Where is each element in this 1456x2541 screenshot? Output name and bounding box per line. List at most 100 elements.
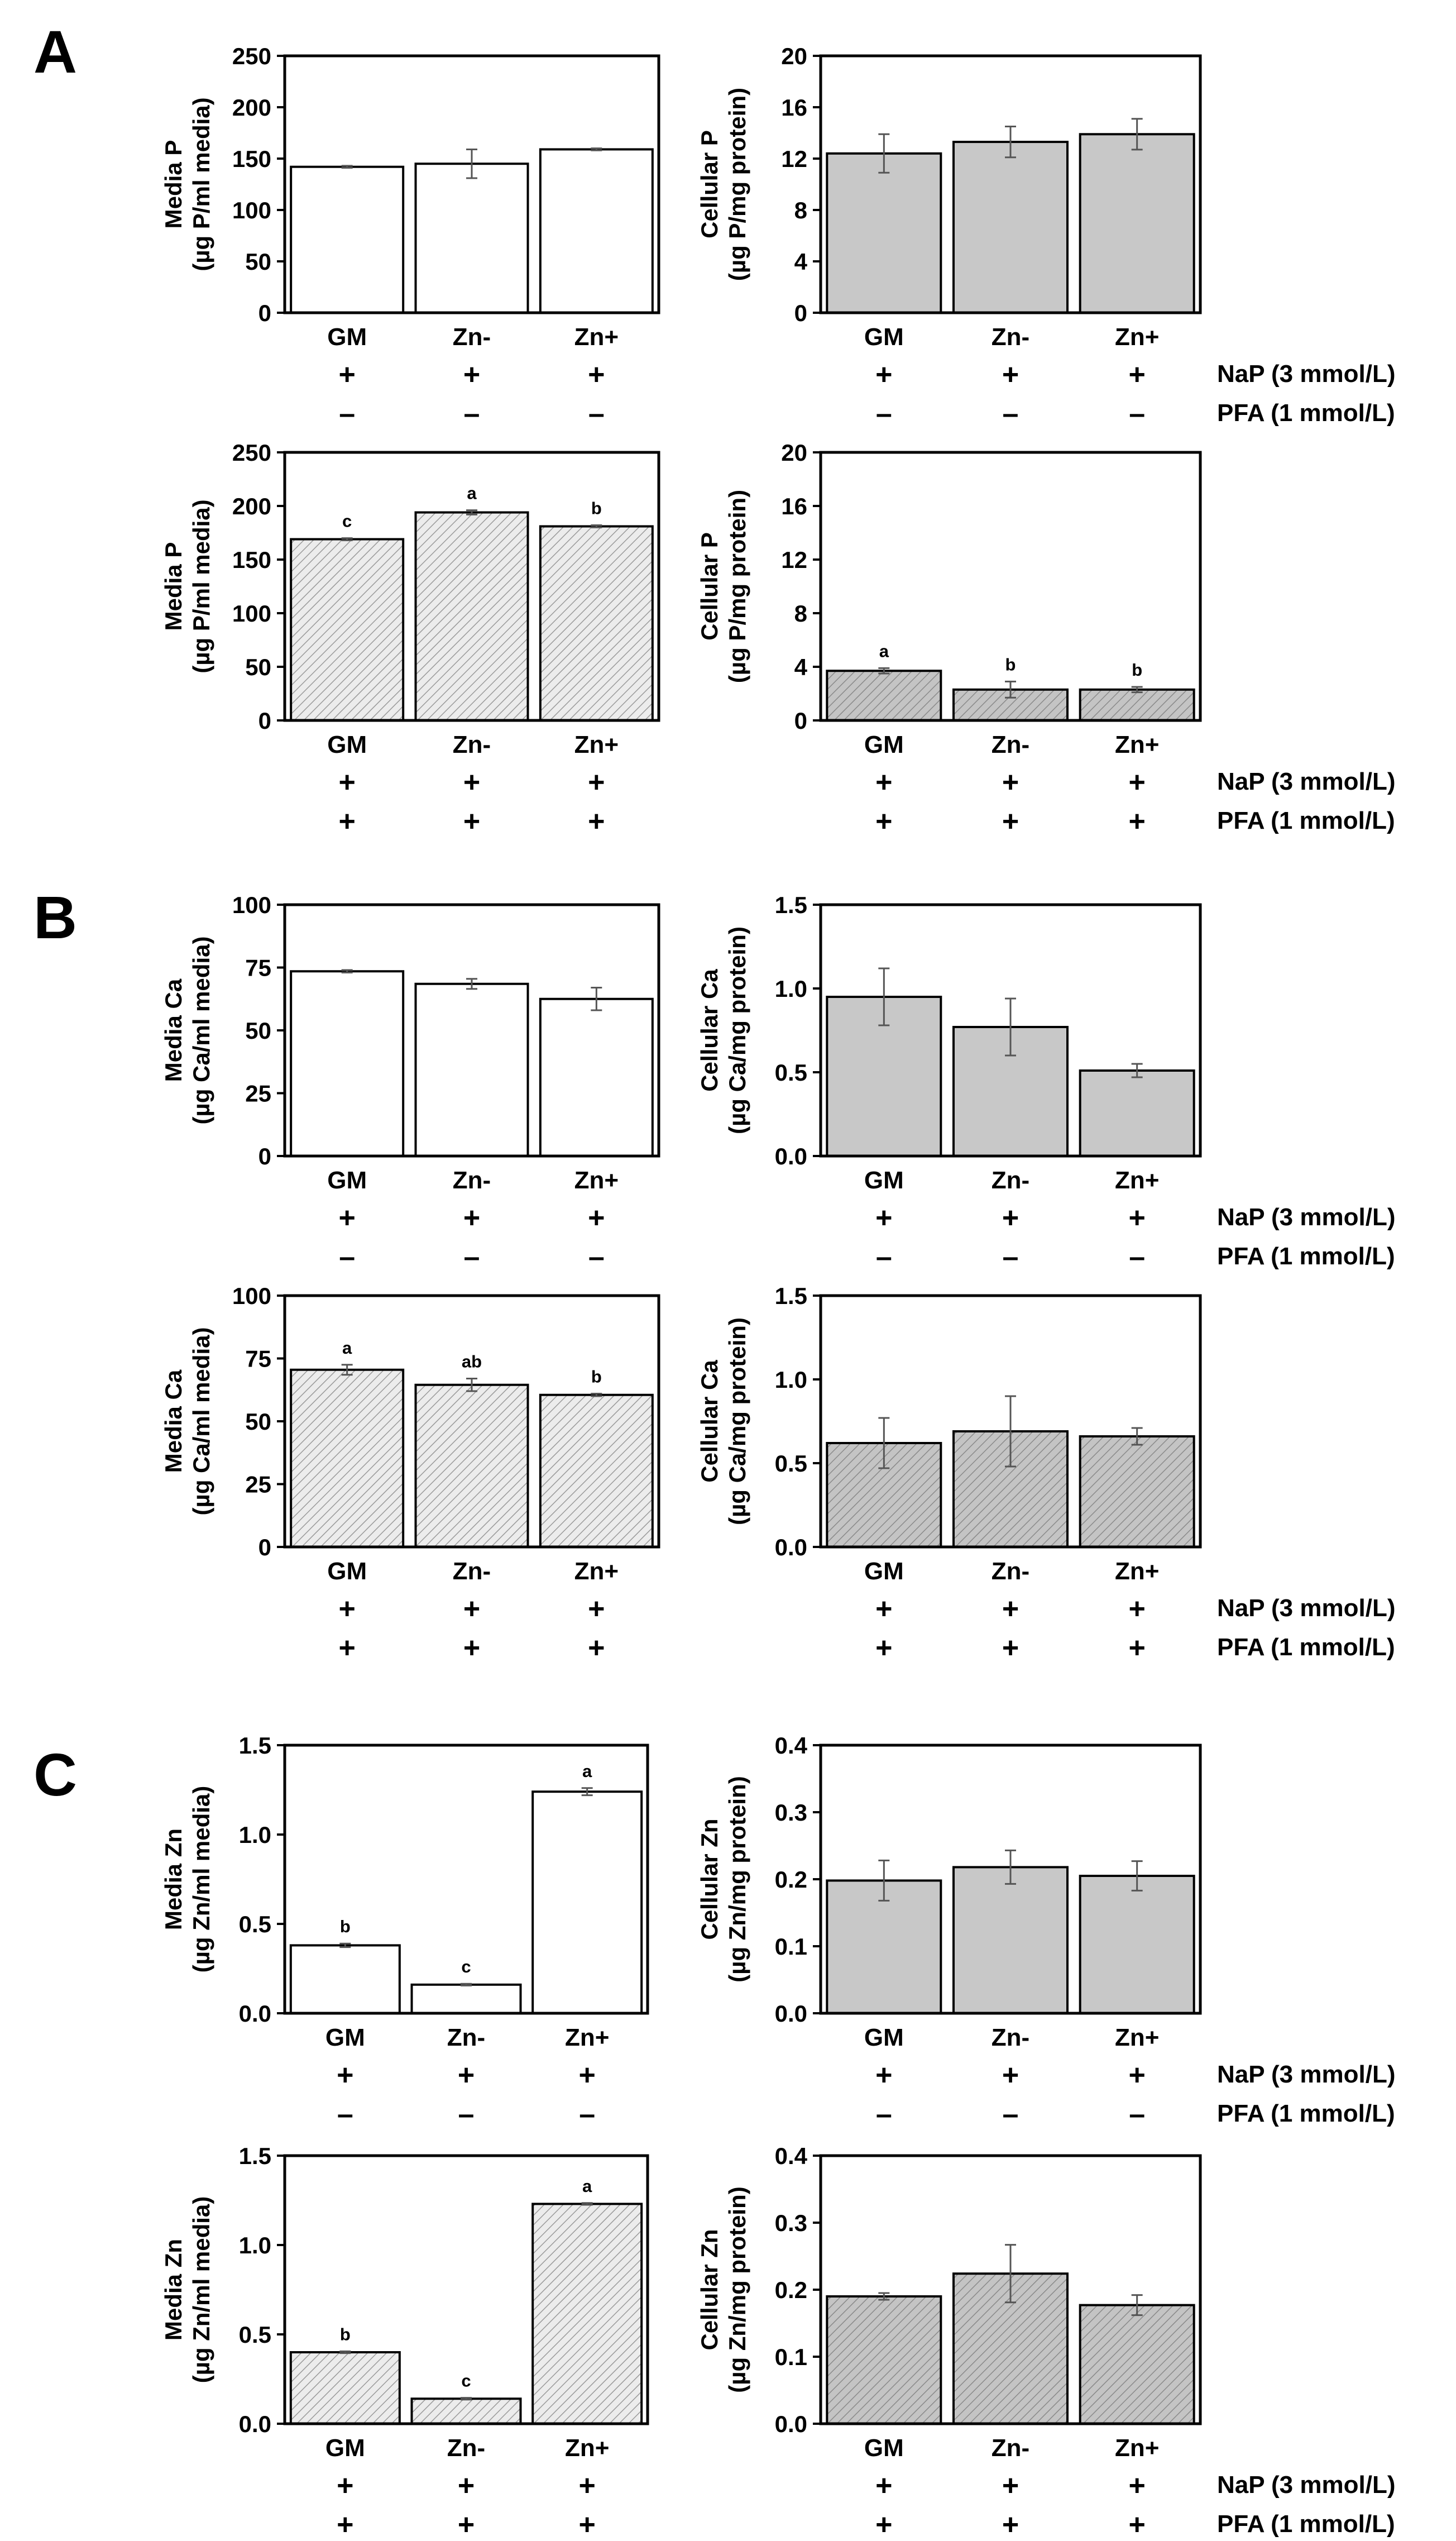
bar-znminus [952,141,1069,314]
chart-B-media-PFA: 0 25 50 75 100 Media Ca(µg Ca/ml media) a GM + + a… [160,1283,660,1664]
y-tick-label: 0.5 [775,1450,807,1477]
pfa-symbol: – [876,1241,892,1273]
bar-znminus [414,982,529,1157]
x-category-label: GM [325,2024,365,2051]
y-axis-label: Cellular Ca(µg Ca/mg protein) [696,926,750,1134]
bar-znplus [539,1393,654,1548]
y-axis-label-line: (µg Zn/mg protein) [724,2186,750,2392]
significance-letter: c [461,1957,471,1976]
x-category-label: GM [325,2434,365,2462]
plot-frame [283,54,660,314]
x-category-label: Zn+ [574,1558,619,1585]
pfa-symbol: + [875,805,892,838]
y-tick-label: 0 [258,708,271,734]
pfa-symbol: + [588,805,605,838]
significance-letter: b [591,499,602,518]
pfa-symbol: – [588,398,605,430]
pfa-symbol: – [464,398,480,430]
x-category-label: Zn+ [1115,731,1159,758]
y-tick-label: 16 [781,94,807,121]
y-tick-label: 0.5 [775,1059,807,1086]
bar-znplus [1079,1069,1195,1157]
significance-letter: c [342,512,352,531]
condition-label-pfa: PFA (1 mmol/L) [1217,399,1395,427]
y-axis-label-line: Media Ca [160,978,186,1082]
panel-label-c: C [33,1741,77,1808]
pfa-symbol: – [876,398,892,430]
significance-letter: b [1132,660,1142,680]
nap-symbol: + [338,359,355,391]
x-category-label: Zn+ [574,1167,619,1194]
bar-znplus [539,525,654,722]
y-tick-label: 50 [245,249,271,275]
y-axis-label-line: Cellular P [696,532,722,641]
chart-A-cell-noPFA: 0 4 8 12 16 20 Cellular P(µg P/mg protein) GM + –… [696,43,1395,430]
nap-symbol: + [1002,766,1019,799]
y-axis-label-line: (µg P/ml media) [188,499,214,673]
y-tick-label: 0 [258,1143,271,1169]
bar-gm [826,152,942,314]
bar-znplus [1079,688,1195,722]
bar-gm [826,1879,942,2014]
panel-label-b: B [33,883,77,951]
pfa-symbol: – [458,2098,475,2131]
y-tick-label: 50 [245,1018,271,1044]
significance-letter: ab [462,1352,482,1372]
x-category-label: GM [327,1558,367,1585]
chart-C-media-noPFA: 0.0 0.5 1.0 1.5 Media Zn(µg Zn/ml media) b GM +… [160,1732,649,2131]
nap-symbol: + [578,2470,595,2502]
pfa-symbol: – [1003,2098,1019,2131]
x-category-label: GM [864,731,904,758]
y-tick-label: 0 [258,300,271,326]
y-axis-label: Media P(µg P/ml media) [160,499,214,673]
y-axis-label: Media Zn(µg Zn/ml media) [160,1786,214,1973]
nap-symbol: + [1128,766,1145,799]
nap-symbol: + [1002,359,1019,391]
nap-symbol: + [875,2470,892,2502]
y-tick-label: 1.5 [239,1732,271,1759]
y-axis-label: Cellular Ca(µg Ca/mg protein) [696,1317,750,1525]
pfa-symbol: – [339,1241,355,1273]
x-category-label: Zn- [992,731,1029,758]
y-tick-label: 8 [794,600,807,627]
condition-label-pfa: PFA (1 mmol/L) [1217,1243,1395,1270]
x-category-label: GM [864,1558,904,1585]
y-tick-label: 0.5 [239,2322,271,2348]
x-category-label: Zn- [992,2434,1029,2462]
x-category-label: Zn+ [574,731,619,758]
x-category-label: GM [327,323,367,351]
y-axis-label: Cellular Zn(µg Zn/mg protein) [696,2186,750,2392]
y-tick-label: 0.2 [775,1866,807,1893]
nap-symbol: + [338,1593,355,1625]
x-category-label: GM [327,1167,367,1194]
pfa-symbol: + [1128,805,1145,838]
y-axis-label-line: Media P [160,140,186,229]
nap-symbol: + [875,1593,892,1625]
nap-symbol: + [588,1593,605,1625]
x-category-label: Zn- [992,1558,1029,1585]
nap-symbol: + [1002,1202,1019,1234]
bar-znminus [952,1866,1069,2014]
y-axis-label-line: Cellular Zn [696,1818,722,1940]
y-tick-label: 100 [232,197,271,223]
pfa-symbol: + [875,1632,892,1664]
bar-gm [826,670,942,722]
nap-symbol: + [338,1202,355,1234]
y-axis-label: Media Ca(µg Ca/ml media) [160,1327,214,1516]
pfa-symbol: – [1003,1241,1019,1273]
nap-symbol: + [463,766,480,799]
nap-symbol: + [458,2059,475,2091]
pfa-symbol: + [463,1632,480,1664]
bar-znplus [1079,1875,1195,2014]
plot-frame [819,903,1202,1158]
pfa-symbol: + [338,805,355,838]
y-tick-label: 1.5 [775,892,807,918]
plot-frame [283,451,660,722]
y-tick-label: 0.3 [775,1799,807,1826]
nap-symbol: + [588,359,605,391]
nap-symbol: + [1128,2470,1145,2502]
y-tick-label: 50 [245,654,271,680]
bar-znplus [531,1790,643,2014]
y-tick-label: 1.0 [775,976,807,1002]
y-axis-label: Cellular P(µg P/mg protein) [696,88,750,281]
